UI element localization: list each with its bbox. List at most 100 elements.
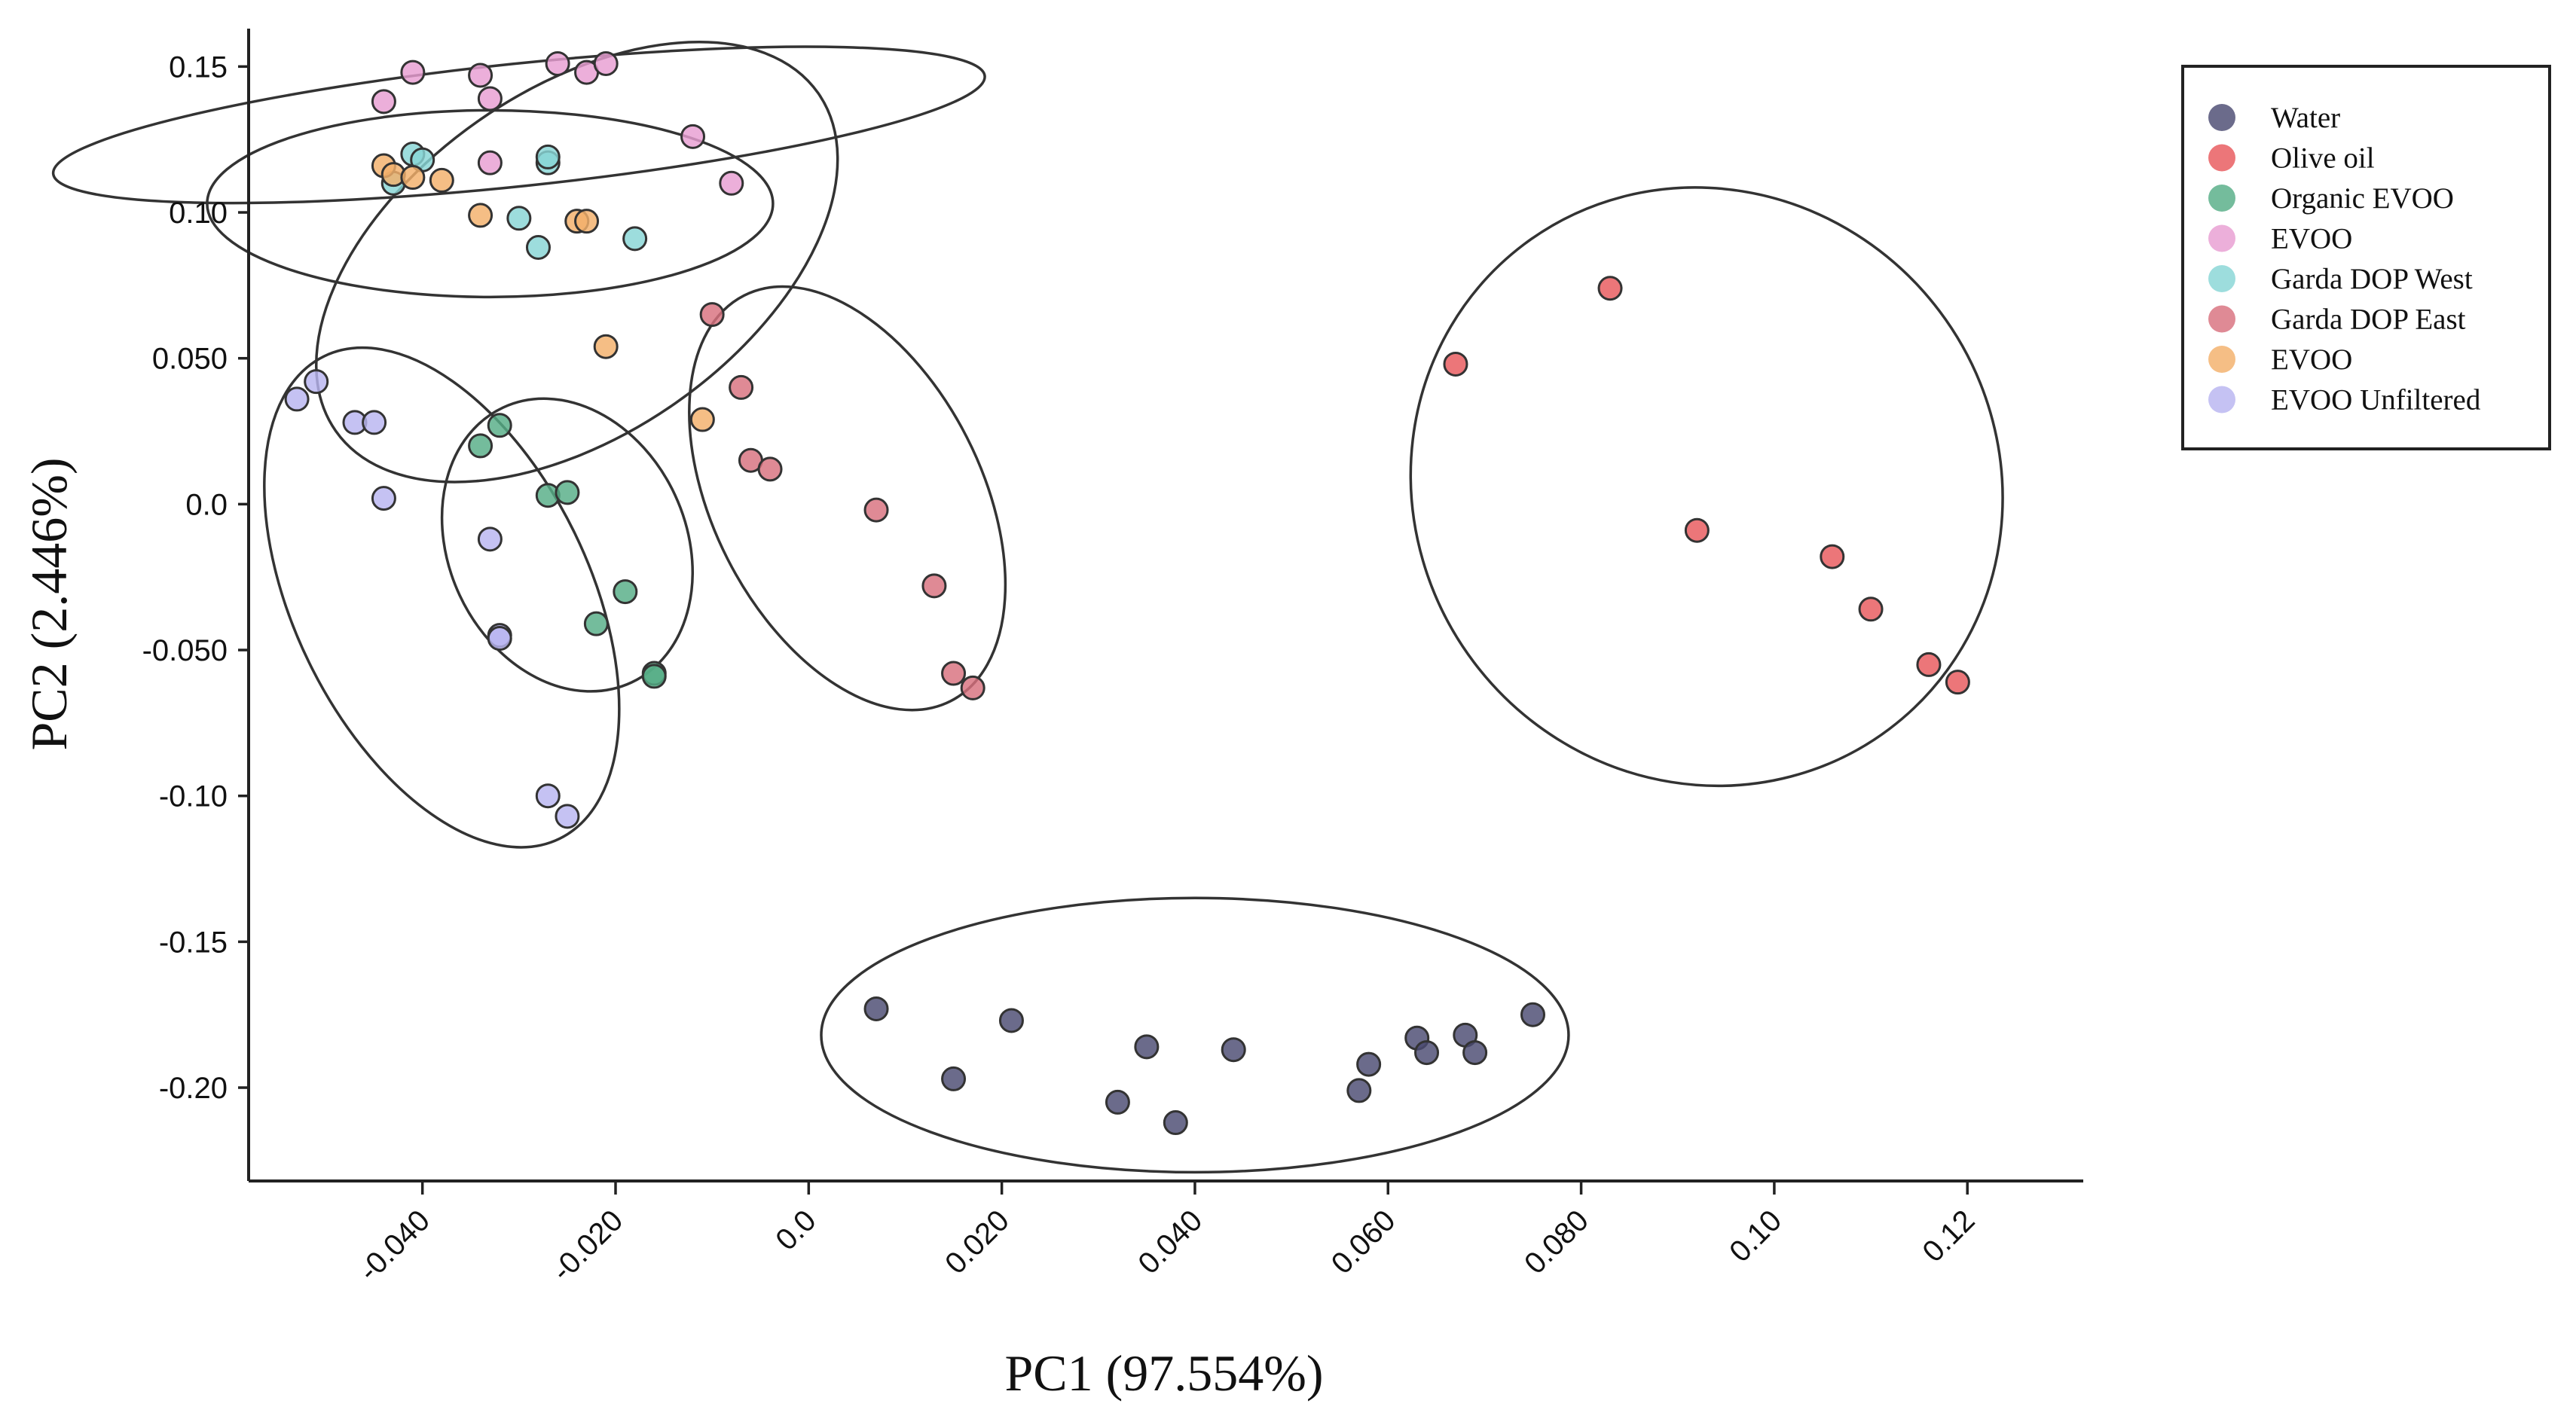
data-point: [477, 86, 503, 111]
y-tick-label: 0.050: [152, 343, 228, 376]
data-point: [487, 626, 512, 651]
y-axis-title: PC2 (2.446%): [20, 457, 78, 750]
y-tick-label: -0.050: [142, 634, 228, 667]
data-point: [362, 410, 387, 435]
data-point: [468, 433, 494, 459]
data-point: [1134, 1034, 1160, 1060]
legend-marker: [2208, 144, 2235, 172]
x-tick-label: 0.10: [1723, 1204, 1788, 1268]
cluster-ellipse: [51, 45, 986, 205]
legend-label: EVOO: [2271, 223, 2352, 255]
data-point: [1105, 1089, 1130, 1115]
cluster-ellipses: [51, 41, 2004, 1174]
cluster-ellipse: [820, 896, 1570, 1174]
data-point: [1462, 1040, 1488, 1066]
legend-marker: [2208, 224, 2235, 252]
cluster-ellipse: [263, 346, 621, 849]
data-point: [1916, 651, 1942, 677]
data-point: [622, 226, 648, 252]
data-point: [1858, 597, 1884, 622]
data-point: [304, 369, 329, 395]
data-point: [1346, 1078, 1372, 1103]
data-point: [593, 334, 619, 359]
data-point: [613, 579, 638, 605]
data-point: [477, 526, 503, 552]
legend-marker: [2208, 185, 2235, 212]
legend-label: Water: [2271, 102, 2340, 134]
data-point: [555, 804, 580, 829]
legend-frame: [2181, 65, 2551, 450]
data-point: [1945, 670, 1970, 695]
data-point: [689, 407, 715, 432]
data-point: [545, 50, 570, 76]
data-point: [1414, 1040, 1440, 1066]
data-point: [477, 150, 503, 175]
legend-label: EVOO: [2271, 343, 2352, 376]
data-point: [921, 573, 947, 599]
data-point: [400, 165, 426, 191]
legend-label: Organic EVOO: [2271, 182, 2454, 215]
data-point: [371, 89, 396, 114]
legend-marker: [2208, 104, 2235, 131]
data-point: [429, 167, 454, 193]
data-point: [1356, 1051, 1382, 1077]
data-point: [729, 374, 754, 400]
data-point: [1684, 517, 1710, 543]
data-point: [525, 235, 551, 261]
y-tick-label: -0.20: [159, 1072, 228, 1105]
data-point: [371, 486, 396, 511]
data-point: [400, 60, 426, 85]
x-axis-title: PC1 (97.554%): [1004, 1344, 1323, 1402]
cluster-ellipse: [440, 397, 694, 693]
legend-marker: [2208, 346, 2235, 373]
data-point: [1820, 544, 1845, 569]
y-tick-label: -0.10: [159, 780, 228, 813]
data-point: [1221, 1037, 1246, 1063]
data-point: [583, 611, 609, 636]
data-point: [1163, 1110, 1188, 1136]
data-point: [719, 170, 744, 196]
data-point: [284, 386, 310, 412]
data-point: [1597, 276, 1623, 301]
x-tick-label: -0.040: [353, 1204, 436, 1287]
x-tick-label: 0.12: [1916, 1204, 1981, 1268]
legend-marker: [2208, 386, 2235, 413]
legend-label: Garda DOP West: [2271, 263, 2473, 295]
data-point: [1520, 1002, 1545, 1027]
data-point: [1443, 351, 1468, 377]
legend-label: Olive oil: [2271, 142, 2375, 175]
x-tick-label: 0.080: [1518, 1204, 1595, 1280]
legend: Water Olive oil Organic EVOO EVOO Garda DOP …: [2181, 65, 2551, 450]
data-point: [863, 497, 889, 523]
data-point: [535, 783, 561, 809]
data-point: [941, 661, 967, 686]
data-point: [468, 203, 494, 228]
data-point: [680, 124, 706, 149]
data-point: [593, 50, 619, 76]
y-tick-label: -0.15: [159, 926, 228, 959]
data-point: [941, 1066, 967, 1091]
x-tick-label: 0.060: [1325, 1204, 1402, 1280]
data-point: [555, 480, 580, 505]
data-point: [757, 456, 783, 482]
legend-label: Garda DOP East: [2271, 304, 2466, 336]
data-point: [468, 63, 494, 88]
x-tick-label: 0.0: [769, 1204, 822, 1256]
data-point: [863, 996, 889, 1021]
data-point: [506, 206, 532, 231]
data-point: [641, 664, 667, 689]
x-tick-label: 0.040: [1132, 1204, 1209, 1280]
legend-marker: [2208, 305, 2235, 333]
data-point: [960, 675, 985, 700]
axes: [247, 29, 2083, 1182]
data-point: [487, 413, 512, 438]
x-axis-ticks: -0.040 -0.020 0.0 0.020 0.040 0.060 0.080 0.10 0…: [353, 1181, 1982, 1288]
legend-marker: [2208, 265, 2235, 292]
cluster-ellipse: [1409, 186, 2004, 788]
x-tick-label: 0.020: [939, 1204, 1016, 1280]
y-tick-label: 0.10: [169, 197, 228, 230]
cluster-ellipse: [688, 285, 1007, 712]
y-tick-label: 0.15: [169, 50, 228, 84]
data-point: [699, 302, 725, 328]
